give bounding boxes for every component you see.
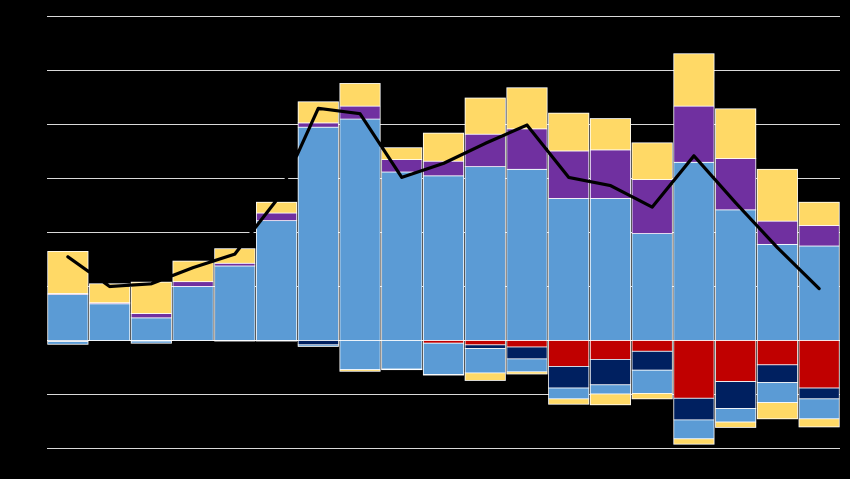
bar-segment-15-4: [631, 340, 673, 352]
bar-segment-14-4: [589, 340, 631, 360]
bar-segment-13-4: [548, 340, 590, 367]
bar-segment-16-5: [673, 397, 715, 421]
bar-segment-14-5: [589, 358, 631, 386]
bar-segment-14-6: [589, 384, 631, 395]
bar-segment-10-4: [422, 340, 465, 344]
bar-segment-1-1: [47, 294, 89, 341]
bar-segment-13-5: [548, 366, 590, 389]
bar-segment-5-3: [214, 248, 256, 264]
bar-segment-2-3: [89, 283, 131, 304]
bar-segment-8-3: [339, 83, 381, 107]
bar-segment-17-5: [715, 381, 757, 409]
bar-segment-18-3: [756, 168, 798, 222]
bar-segment-10-1: [422, 175, 465, 341]
bar-segment-16-4: [673, 340, 715, 399]
bar-segment-12-1: [506, 168, 548, 341]
bar-segment-15-5: [631, 350, 673, 371]
bar-segment-18-4: [756, 340, 798, 366]
bar-segment-8-7: [339, 369, 381, 372]
bar-segment-18-5: [756, 364, 798, 384]
bar-segment-9-6: [381, 340, 423, 370]
bar-segment-8-1: [339, 118, 381, 341]
bar-segment-12-7: [506, 371, 548, 375]
bar-segment-10-7: [422, 374, 465, 376]
bar-segment-16-2: [673, 105, 715, 163]
bar-segment-17-7: [715, 421, 757, 428]
bar-segment-12-3: [506, 87, 548, 130]
bar-segment-12-4: [506, 340, 548, 348]
bar-segment-12-5: [506, 346, 548, 360]
bar-segment-15-6: [631, 369, 673, 394]
bar-segment-7-2: [297, 122, 339, 128]
bar-segment-19-6: [798, 398, 840, 420]
bar-segment-17-3: [715, 108, 757, 159]
bar-segment-12-6: [506, 358, 548, 373]
bar-segment-3-2: [130, 313, 172, 319]
bar-segment-9-2: [381, 159, 423, 173]
bars: [47, 53, 840, 445]
bar-segment-19-3: [798, 201, 840, 226]
bar-segment-16-1: [673, 161, 715, 341]
bar-segment-13-1: [548, 198, 590, 341]
bar-segment-11-1: [464, 166, 506, 341]
bar-segment-19-7: [798, 418, 840, 428]
bar-segment-7-6: [297, 344, 339, 347]
bar-segment-13-7: [548, 398, 590, 405]
bar-segment-18-6: [756, 382, 798, 403]
bar-segment-11-4: [464, 340, 506, 346]
bar-segment-9-1: [381, 171, 423, 341]
bar-segment-9-3: [381, 147, 423, 161]
bar-segment-19-2: [798, 225, 840, 247]
bar-segment-13-6: [548, 387, 590, 400]
bar-segment-16-3: [673, 53, 715, 107]
line-series-path: [66, 106, 821, 291]
bar-segment-8-6: [339, 340, 381, 371]
bar-segment-17-4: [715, 340, 757, 382]
bar-segment-4-2: [172, 281, 214, 287]
bar-segment-6-3: [256, 201, 298, 214]
bar-segment-10-6: [422, 342, 465, 375]
bar-segment-18-7: [756, 402, 798, 420]
bar-segment-9-7: [381, 368, 423, 371]
bar-segment-19-4: [798, 340, 840, 389]
bar-segment-17-6: [715, 408, 757, 423]
bar-segment-16-6: [673, 419, 715, 440]
bar-segment-15-1: [631, 233, 673, 341]
bar-segment-15-3: [631, 142, 673, 180]
bar-segment-16-7: [673, 438, 715, 445]
bar-segment-14-3: [589, 118, 631, 151]
bar-segment-5-6: [214, 340, 256, 342]
bar-segment-3-3: [130, 281, 172, 314]
bar-segment-19-5: [798, 387, 840, 400]
bar-segment-18-1: [756, 243, 798, 341]
bar-segment-2-1: [89, 303, 131, 341]
bar-segment-7-5: [297, 340, 339, 346]
bar-segment-6-6: [256, 340, 298, 342]
bar-segment-5-2: [214, 262, 256, 267]
bar-segment-7-3: [297, 101, 339, 124]
bar-segment-3-1: [130, 317, 172, 341]
bar-segment-11-7: [464, 372, 506, 381]
bar-segment-14-7: [589, 393, 631, 406]
bar-segment-4-1: [172, 286, 214, 341]
bar-segment-5-1: [214, 265, 256, 341]
bar-segment-4-3: [172, 260, 214, 283]
bar-segment-6-1: [256, 220, 298, 341]
bar-segment-13-3: [548, 112, 590, 152]
bar-segment-17-1: [715, 209, 757, 341]
bar-segment-14-1: [589, 198, 631, 341]
bar-segment-11-3: [464, 97, 506, 135]
bar-segment-11-5: [464, 344, 506, 350]
bar-segment-3-6: [130, 340, 172, 344]
bar-segment-19-1: [798, 245, 840, 341]
bar-segment-7-1: [297, 126, 339, 341]
bar-segment-15-7: [631, 393, 673, 400]
line-series: [66, 106, 821, 291]
bar-segment-11-6: [464, 348, 506, 374]
bar-segment-1-6: [47, 341, 89, 345]
bar-segment-12-2: [506, 128, 548, 170]
